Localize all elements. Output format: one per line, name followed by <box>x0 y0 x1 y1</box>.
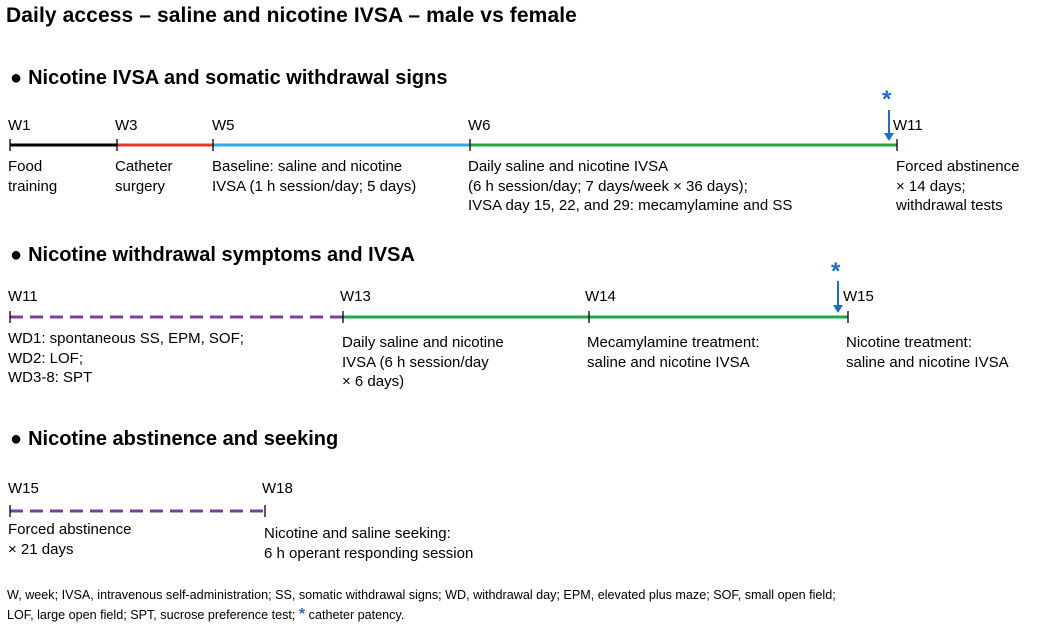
patency-star-icon: * <box>831 258 841 285</box>
arrowhead-icon <box>884 133 894 141</box>
week-label: W11 <box>8 288 38 305</box>
week-label: W18 <box>262 480 293 497</box>
week-label: W11 <box>893 117 923 134</box>
description: Baseline: saline and nicotine IVSA (1 h … <box>212 158 417 195</box>
patency-star-icon: * <box>298 606 306 623</box>
week-label: W1 <box>8 117 31 134</box>
week-label: W13 <box>340 288 371 305</box>
legend-star-label: catheter patency. <box>308 608 405 622</box>
page-title: Daily access – saline and nicotine IVSA … <box>6 4 577 27</box>
week-label: W15 <box>843 288 874 305</box>
bullet-icon: ● <box>10 244 23 266</box>
legend: W, week; IVSA, intravenous self-administ… <box>7 585 836 625</box>
description: Catheter surgery <box>115 158 173 195</box>
section-heading-text: Nicotine abstinence and seeking <box>28 428 339 450</box>
description: Daily saline and nicotine IVSA (6 h sess… <box>342 334 504 390</box>
description: Forced abstinence × 14 days; withdrawal … <box>896 158 1020 214</box>
week-label: W14 <box>585 288 616 305</box>
section-heading-text: Nicotine IVSA and somatic withdrawal sig… <box>28 67 448 89</box>
bullet-icon: ● <box>10 67 23 89</box>
description: Forced abstinence × 21 days <box>8 521 132 558</box>
patency-star-icon: * <box>882 86 892 113</box>
section-heading-ivsa: ● Nicotine IVSA and somatic withdrawal si… <box>10 67 447 90</box>
week-label: W15 <box>8 480 39 497</box>
week-label: W3 <box>115 117 138 134</box>
legend-text: W, week; IVSA, intravenous self-administ… <box>7 588 836 622</box>
description: Nicotine treatment: saline and nicotine … <box>846 334 1009 371</box>
description: Nicotine and saline seeking: 6 h operant… <box>264 525 474 562</box>
arrowhead-icon <box>833 305 843 313</box>
week-label: W5 <box>212 117 235 134</box>
description: Mecamylamine treatment: saline and nicot… <box>587 334 760 371</box>
description: Daily saline and nicotine IVSA (6 h sess… <box>468 158 793 214</box>
section-heading-text: Nicotine withdrawal symptoms and IVSA <box>28 244 415 266</box>
section-heading-withdrawal: ● Nicotine withdrawal symptoms and IVSA <box>10 244 415 267</box>
section-heading-abstinence: ● Nicotine abstinence and seeking <box>10 428 338 451</box>
description: Food training <box>8 158 58 195</box>
bullet-icon: ● <box>10 428 23 450</box>
week-label: W6 <box>468 117 491 134</box>
description: WD1: spontaneous SS, EPM, SOF; WD2: LOF;… <box>8 330 244 386</box>
